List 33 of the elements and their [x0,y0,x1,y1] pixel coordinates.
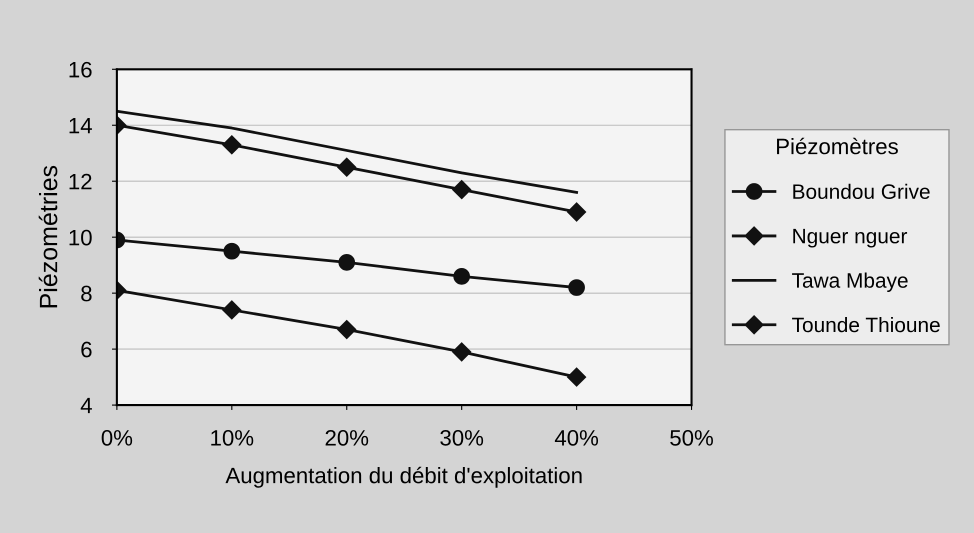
y-tick-label: 4 [80,398,92,414]
x-tick-label: 20% [326,430,368,446]
point [222,300,242,320]
y-tick-label: 14 [70,118,92,134]
x-tick-label: 30% [440,430,484,446]
point [222,135,242,154]
legend-label: Tounde Thioune [792,316,940,332]
y-tick-label: 8 [81,286,92,302]
point [567,368,586,387]
legend-label: Boundou Grive [793,184,930,200]
x-tick-label: 0% [102,430,132,446]
x-tick-label: 40% [554,430,598,446]
point [452,342,472,362]
x-tick-label: 10% [211,430,254,446]
y-tick-label: 16 [70,62,92,78]
x-tick-label: 50% [670,430,713,446]
legend-title: Piézomètres [777,138,898,154]
y-tick-label: 10 [70,230,92,246]
point [453,268,470,285]
y-tick-label: 6 [81,342,92,358]
y-tick-label: 12 [70,174,92,190]
point [338,254,356,271]
point [337,158,356,177]
y-axis-title: Piézométries [38,166,58,308]
point [337,320,356,340]
point [568,279,585,296]
point [223,242,240,260]
point [567,202,586,222]
x-axis-title: Augmentation du débit d'exploitation [225,466,582,488]
line-series [116,110,578,194]
point [452,180,472,200]
legend-label: Tawa Mbaye [792,272,908,292]
legend-label: Nguer nguer [793,228,908,248]
